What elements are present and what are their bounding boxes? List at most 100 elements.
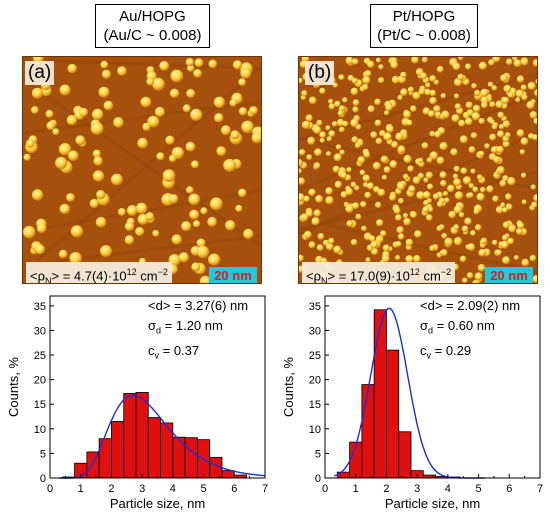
stm-particle (466, 109, 474, 117)
density-b-exp: 12 (409, 267, 420, 277)
stm-particle (396, 226, 404, 234)
stm-particle (503, 84, 512, 93)
stm-particle (375, 137, 383, 145)
stm-image-b-canvas (299, 57, 537, 283)
stm-particle (406, 119, 413, 126)
panel-b-title-line2: (Pt/C ~ 0.008) (377, 27, 471, 44)
stm-particle (413, 255, 421, 263)
stm-particle (313, 209, 321, 217)
stm-particle (398, 198, 404, 204)
histogram-a: 0 1 2 3 4 5 6 7 0 5 10 15 20 25 30 35 Particle size, nm C… (6, 295, 268, 511)
stm-particle (46, 121, 56, 131)
stm-particle (421, 142, 429, 149)
stm-particle (31, 106, 39, 114)
stm-particle (507, 237, 514, 245)
stm-particle (315, 195, 323, 203)
stm-particle (200, 207, 208, 215)
histogram-bar (123, 392, 137, 479)
stm-particle (491, 124, 498, 130)
stm-particle (31, 87, 43, 99)
stm-particle (447, 184, 455, 193)
stm-particle (238, 107, 248, 116)
stm-particle (385, 103, 393, 111)
panel-a-title-line1: Au/HOPG (119, 8, 186, 25)
stm-particle (502, 96, 510, 104)
stm-particle (410, 105, 417, 112)
stm-particle (444, 237, 453, 247)
density-a-mid: > = 4.7(4)·10 (51, 268, 127, 284)
stm-particle (521, 94, 528, 101)
stm-particle (345, 187, 353, 196)
stm-particle (391, 141, 399, 148)
stm-particle (93, 156, 103, 166)
stm-particle (350, 181, 357, 188)
stm-particle (238, 188, 247, 198)
stm-particle (418, 88, 426, 95)
stm-particle (516, 129, 525, 137)
stm-particle (403, 110, 412, 119)
stm-step-edge (299, 217, 537, 274)
stm-particle (95, 217, 107, 228)
stm-particle (208, 59, 218, 69)
histogram-b: 0 1 2 3 4 5 6 7 0 5 10 15 20 25 30 35 Particle size, nm C… (281, 295, 543, 511)
stm-particle (405, 255, 414, 264)
stm-particle (397, 233, 405, 240)
stm-particle (319, 131, 327, 139)
stm-particle (395, 255, 401, 261)
density-a-exp: 12 (126, 267, 137, 277)
stm-particle (488, 59, 495, 66)
stm-particle (425, 171, 433, 179)
stm-particle (126, 205, 138, 216)
stm-particle (345, 57, 354, 65)
stm-particle (362, 174, 370, 182)
stm-particle (308, 96, 317, 105)
stm-particle (429, 130, 436, 137)
stm-particle (521, 172, 527, 178)
stm-particle (530, 184, 536, 190)
stm-particle (422, 206, 430, 213)
stm-particle (334, 180, 342, 189)
stm-particle (193, 69, 202, 78)
stm-particle (477, 174, 483, 180)
stm-particle (59, 203, 70, 215)
stm-particle (471, 112, 481, 121)
stm-particle (532, 134, 537, 141)
stm-particle (500, 202, 506, 208)
stm-particle (497, 111, 505, 119)
stm-particle (529, 111, 537, 119)
y-tick-label: 0 (315, 473, 321, 485)
stm-particle (532, 59, 537, 67)
stm-particle (436, 225, 443, 232)
stm-particle (489, 101, 496, 108)
stm-particle (124, 235, 135, 245)
stm-particle (346, 167, 352, 173)
stm-particle (299, 78, 303, 84)
stm-particle (412, 176, 421, 185)
stm-particle (98, 86, 110, 98)
stm-particle (147, 115, 160, 128)
stm-particle (520, 57, 529, 66)
stm-particle (357, 156, 366, 164)
stm-particle (311, 217, 320, 226)
stm-particle (440, 93, 446, 99)
histogram-bar (111, 421, 125, 479)
stm-particle (468, 183, 475, 189)
stm-particle (448, 210, 456, 219)
cv-symbol: c (148, 342, 155, 358)
stm-particle (439, 171, 447, 179)
stm-particle (480, 186, 486, 193)
stm-particle (474, 224, 482, 231)
stats-a: <d> = 3.27(6) nm σd = 1.20 nm cv = 0.37 (148, 296, 248, 365)
stm-particle (470, 168, 476, 174)
stm-particle (165, 135, 175, 145)
stm-particle (502, 256, 511, 265)
stm-particle (169, 88, 180, 98)
stm-particle (92, 108, 104, 121)
stm-particle (152, 77, 165, 91)
stm-particle (232, 60, 243, 70)
x-tick-label: 5 (201, 483, 207, 495)
stm-particle (191, 160, 199, 169)
stm-particle (75, 135, 86, 146)
stm-particle (440, 249, 448, 257)
stm-particle (489, 133, 497, 141)
